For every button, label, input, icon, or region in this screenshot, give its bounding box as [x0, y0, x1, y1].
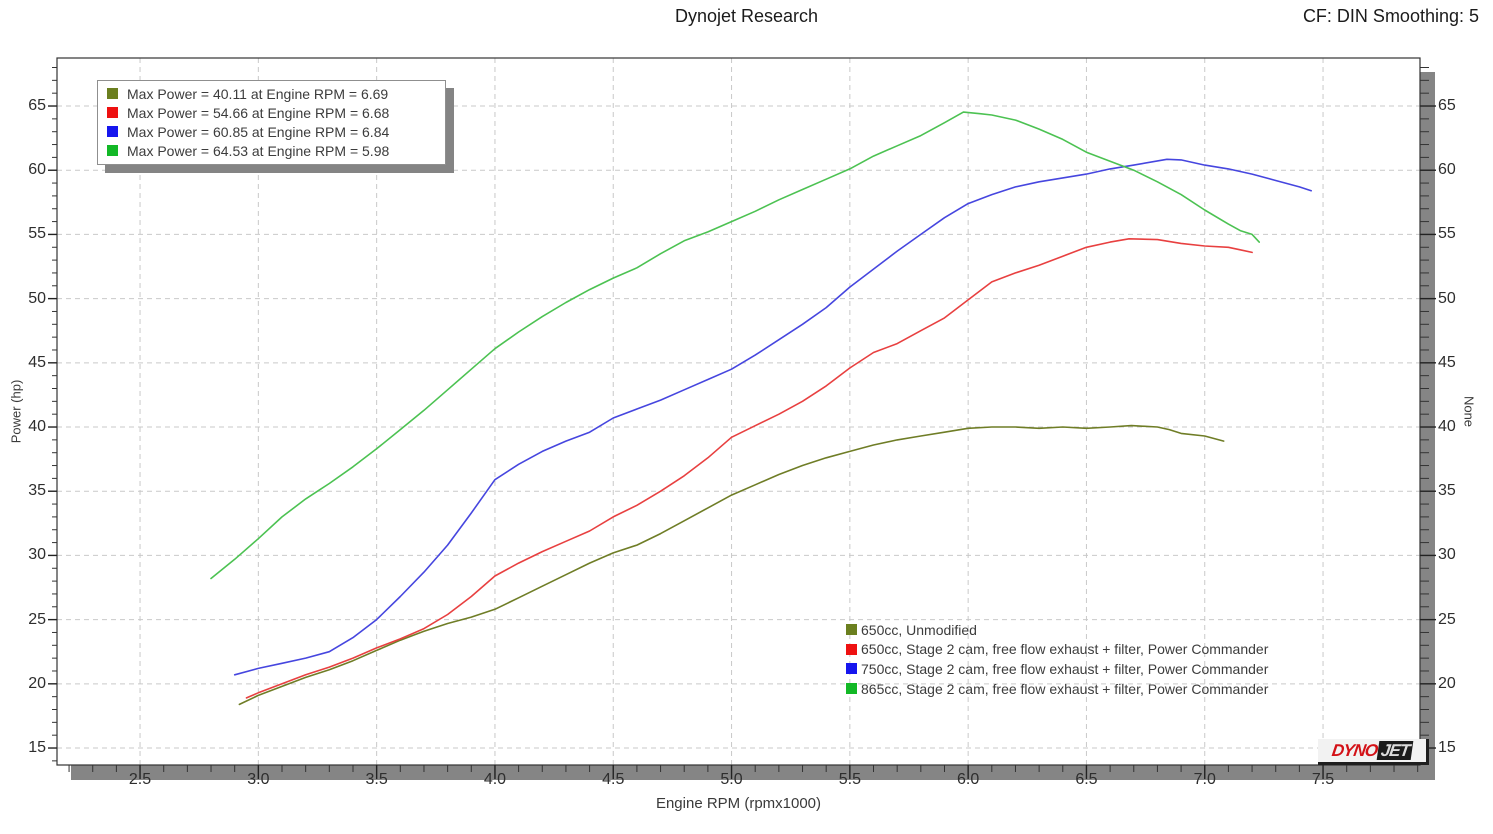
y-tick-label-right: 15	[1438, 739, 1456, 757]
max-power-legend-row: Max Power = 60.85 at Engine RPM = 6.84	[107, 122, 445, 141]
y-axis-title-right: None	[1461, 395, 1477, 428]
legend-swatch-icon	[107, 107, 118, 118]
power-curve-4	[210, 111, 1260, 580]
x-tick-label: 4.0	[483, 771, 507, 788]
series-legend-row: 865cc, Stage 2 cam, free flow exhaust + …	[846, 679, 1268, 699]
y-tick-label-left: 35	[28, 482, 46, 500]
legend-label: Max Power = 60.85 at Engine RPM = 6.84	[127, 123, 390, 140]
legend-swatch-icon	[846, 683, 857, 695]
y-tick-label-right: 60	[1438, 161, 1456, 179]
y-tick-label-left: 30	[28, 546, 46, 564]
plot-border	[56, 57, 1421, 766]
legend-swatch-icon	[107, 145, 118, 156]
series-legend-row: 650cc, Stage 2 cam, free flow exhaust + …	[846, 640, 1268, 660]
dynojet-logo: DYNO JET	[1318, 739, 1429, 765]
y-tick-label-right: 30	[1438, 546, 1456, 564]
max-power-legend-row: Max Power = 54.66 at Engine RPM = 6.68	[107, 103, 445, 122]
power-curve-1	[238, 424, 1225, 706]
legend-swatch-icon	[846, 624, 857, 636]
y-tick-label-right: 65	[1438, 97, 1456, 115]
legend-swatch-icon	[846, 663, 857, 675]
y-tick-label-left: 25	[28, 610, 46, 628]
y-tick-label-right: 35	[1438, 482, 1456, 500]
y-tick-label-left: 45	[28, 353, 46, 371]
y-axis-title-left: Power (hp)	[8, 379, 24, 444]
series-legend: 650cc, Unmodified 650cc, Stage 2 cam, fre…	[846, 620, 1268, 698]
dynojet-logo-jet: JET	[1376, 741, 1414, 760]
legend-label: Max Power = 64.53 at Engine RPM = 5.98	[127, 142, 390, 159]
y-tick-label-left: 40	[28, 418, 46, 436]
max-power-legend-row: Max Power = 64.53 at Engine RPM = 5.98	[107, 141, 445, 160]
legend-label: Max Power = 40.11 at Engine RPM = 6.69	[127, 85, 389, 102]
legend-label: 650cc, Stage 2 cam, free flow exhaust + …	[861, 641, 1269, 658]
power-curve-3	[233, 158, 1312, 676]
x-tick-label: 6.5	[1075, 771, 1098, 788]
y-tick-label-left: 50	[28, 289, 46, 307]
y-tick-label-left: 20	[28, 674, 46, 692]
legend-swatch-icon	[107, 126, 118, 137]
series-legend-row: 750cc, Stage 2 cam, free flow exhaust + …	[846, 659, 1268, 679]
legend-label: 865cc, Stage 2 cam, free flow exhaust + …	[861, 680, 1269, 697]
legend-swatch-icon	[107, 88, 118, 99]
page-title: Dynojet Research	[674, 6, 819, 26]
y-tick-label-left: 15	[28, 739, 46, 757]
y-tick-label-left: 60	[28, 161, 46, 179]
legend-label: 750cc, Stage 2 cam, free flow exhaust + …	[861, 660, 1269, 677]
max-power-legend-row: Max Power = 40.11 at Engine RPM = 6.69	[107, 84, 445, 103]
y-tick-label-right: 20	[1438, 674, 1456, 692]
power-curve-2	[245, 238, 1253, 699]
x-tick-label: 7.5	[1311, 771, 1335, 788]
legend-swatch-icon	[846, 643, 857, 655]
legend-label: 650cc, Unmodified	[861, 621, 977, 638]
x-tick-label: 7.0	[1193, 771, 1216, 788]
dynojet-logo-dyno: DYNO	[1330, 741, 1379, 760]
x-tick-label: 2.5	[128, 771, 152, 788]
x-tick-label: 4.5	[602, 771, 625, 788]
y-tick-label-right: 55	[1438, 225, 1456, 243]
x-tick-label: 3.5	[365, 771, 388, 788]
series-legend-row: 650cc, Unmodified	[846, 620, 1268, 640]
y-tick-label-right: 40	[1438, 418, 1456, 436]
max-power-legend: Max Power = 40.11 at Engine RPM = 6.69 Ma…	[97, 80, 446, 165]
x-tick-label: 5.0	[720, 771, 743, 788]
legend-label: Max Power = 54.66 at Engine RPM = 6.68	[127, 104, 390, 121]
correction-smoothing-label: CF: DIN Smoothing: 5	[1302, 6, 1479, 26]
x-tick-label: 6.0	[957, 771, 980, 788]
y-tick-label-left: 65	[28, 97, 46, 115]
x-tick-label: 3.0	[247, 771, 270, 788]
plot-background	[57, 58, 1420, 765]
y-tick-label-right: 50	[1438, 289, 1456, 307]
y-tick-label-right: 25	[1438, 610, 1456, 628]
y-tick-label-left: 55	[28, 225, 46, 243]
y-tick-label-right: 45	[1438, 353, 1456, 371]
x-tick-label: 5.5	[838, 771, 861, 788]
x-axis-title: Engine RPM (rpmx1000)	[655, 795, 822, 812]
